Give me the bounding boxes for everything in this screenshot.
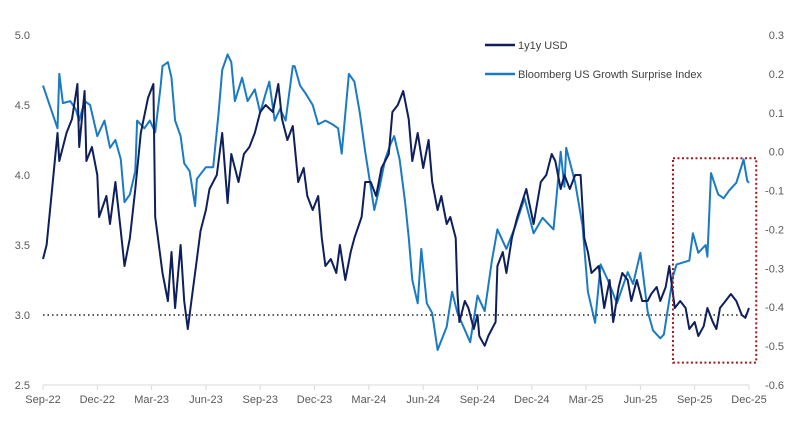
y-right-tick-label: 0.0: [769, 147, 784, 159]
x-tick-label: Mar-24: [351, 394, 386, 406]
legend: 1y1y USD Bloomberg US Growth Surprise In…: [485, 40, 703, 81]
y-right-tick-label: -0.5: [765, 341, 784, 353]
highlight-box: [671, 157, 758, 364]
y-left-tick-label: 3.5: [15, 240, 30, 252]
y-left-tick-label: 4.0: [15, 170, 30, 182]
x-tick-label: Dec-22: [80, 394, 115, 406]
x-tick-label: Jun-25: [624, 394, 658, 406]
y-axis-left: 2.5 3.0 3.5 4.0 4.5 5.0: [15, 30, 30, 392]
x-tick-label: Dec-24: [514, 394, 549, 406]
x-tick-label: Sep-23: [242, 394, 277, 406]
y-right-tick-label: 0.3: [769, 30, 784, 42]
x-tick-label: Dec-23: [297, 394, 332, 406]
series-line-1y1y-usd: [42, 83, 750, 347]
series-lines: [42, 53, 758, 364]
y-right-tick-label: 0.1: [769, 108, 784, 120]
x-tick-label: Sep-22: [25, 394, 60, 406]
x-tick-label: Sep-24: [460, 394, 495, 406]
legend-label: 1y1y USD: [518, 40, 568, 52]
y-right-tick-label: -0.3: [765, 263, 784, 275]
y-left-tick-label: 5.0: [15, 30, 30, 42]
legend-item-1y1y-usd: 1y1y USD: [485, 40, 568, 52]
y-axis-right: -0.6 -0.5 -0.4 -0.3 -0.2 -0.1 0.0 0.1 0.2 0.3: [765, 30, 784, 392]
y-left-tick-label: 4.5: [15, 100, 30, 112]
x-tick-label: Jun-24: [406, 394, 440, 406]
x-tick-label: Sep-25: [677, 394, 712, 406]
x-tick-label: Jun-23: [189, 394, 223, 406]
legend-item-growth-surprise: Bloomberg US Growth Surprise Index: [485, 69, 703, 81]
y-right-tick-label: 0.2: [769, 69, 784, 81]
y-right-tick-label: -0.4: [765, 302, 784, 314]
legend-label: Bloomberg US Growth Surprise Index: [518, 69, 703, 81]
x-tick-label: Dec-25: [731, 394, 766, 406]
y-left-tick-label: 2.5: [15, 380, 30, 392]
series-line-growth-surprise: [42, 53, 750, 351]
y-right-tick-label: -0.1: [765, 186, 784, 198]
x-tick-label: Mar-25: [569, 394, 604, 406]
y-right-tick-label: -0.6: [765, 380, 784, 392]
y-left-tick-label: 3.0: [15, 310, 30, 322]
x-axis: Sep-22 Dec-22 Mar-23 Jun-23 Sep-23 Dec-23 Mar-…: [25, 385, 767, 406]
y-right-tick-label: -0.2: [765, 224, 784, 236]
x-tick-label: Mar-23: [134, 394, 169, 406]
